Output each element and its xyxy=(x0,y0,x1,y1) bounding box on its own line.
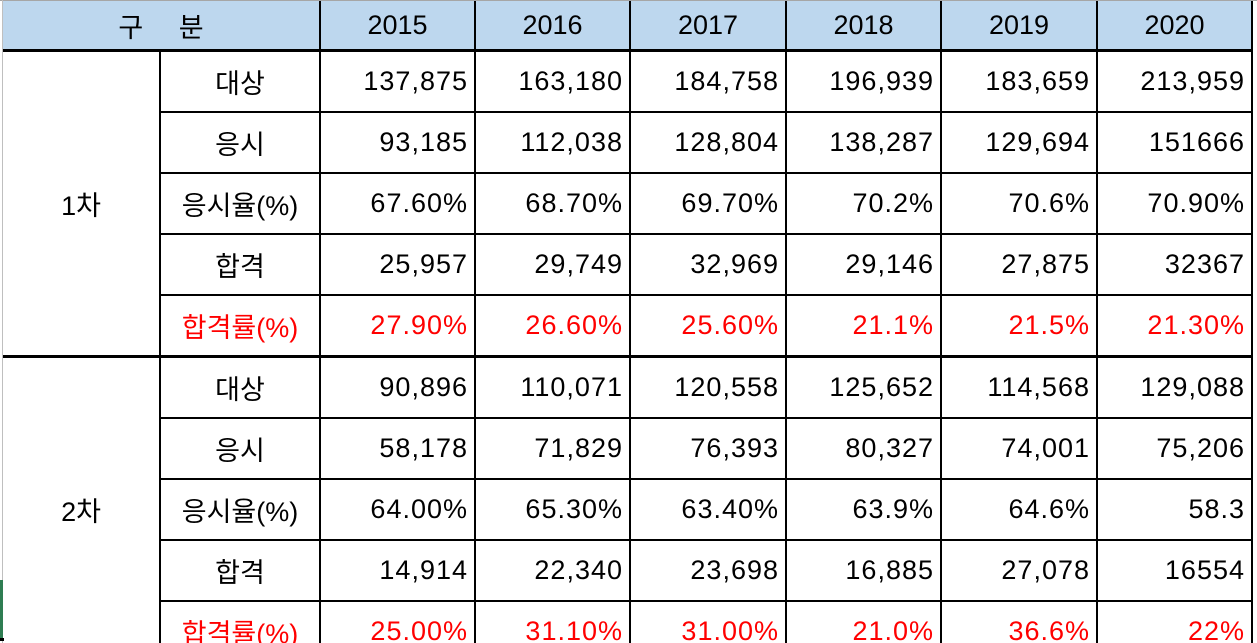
row-label[interactable]: 응시율(%) xyxy=(159,478,321,541)
table-row-pass-rate: 합격률(%) 27.90% 26.60% 25.60% 21.1% 21.5% … xyxy=(3,294,1253,358)
cell-value[interactable]: 183,659 xyxy=(940,49,1098,113)
cell-value[interactable]: 21.0% xyxy=(785,600,942,643)
cell-value[interactable]: 32367 xyxy=(1096,233,1253,296)
table-row: 1차 대상 137,875 163,180 184,758 196,939 18… xyxy=(3,49,1253,358)
cell-value[interactable]: 68.70% xyxy=(474,172,631,235)
row-label[interactable]: 응시 xyxy=(159,417,321,480)
header-year-2016[interactable]: 2016 xyxy=(474,1,631,52)
row-label[interactable]: 응시율(%) xyxy=(159,172,321,235)
cell-value[interactable]: 80,327 xyxy=(785,417,942,480)
cell-value[interactable]: 128,804 xyxy=(629,111,787,174)
cell-value[interactable]: 64.00% xyxy=(319,478,476,541)
cell-value[interactable]: 31.10% xyxy=(474,600,631,643)
cell-value[interactable]: 74,001 xyxy=(940,417,1098,480)
cell-value[interactable]: 213,959 xyxy=(1096,49,1253,113)
cell-value[interactable]: 27.90% xyxy=(319,294,476,358)
row-label[interactable]: 합격률(%) xyxy=(159,294,321,358)
stage-2-cell[interactable]: 2차 xyxy=(3,355,161,643)
table-row: 응시율(%) 67.60% 68.70% 69.70% 70.2% 70.6% … xyxy=(3,172,1253,235)
table-header-row: 구 분 2015 2016 2017 2018 2019 2020 xyxy=(3,1,1253,52)
worksheet-gridline-top xyxy=(0,0,1257,1)
cell-value[interactable]: 125,652 xyxy=(785,355,942,419)
cell-value[interactable]: 32,969 xyxy=(629,233,787,296)
row-label[interactable]: 대상 xyxy=(159,49,321,113)
cell-value[interactable]: 70.6% xyxy=(940,172,1098,235)
cell-value[interactable]: 114,568 xyxy=(940,355,1098,419)
exam-statistics-table: 구 분 2015 2016 2017 2018 2019 2020 1차 대상 … xyxy=(3,1,1253,643)
cell-value[interactable]: 16554 xyxy=(1096,539,1253,602)
row-label[interactable]: 합격 xyxy=(159,233,321,296)
table-row: 응시 93,185 112,038 128,804 138,287 129,69… xyxy=(3,111,1253,174)
row-label[interactable]: 합격 xyxy=(159,539,321,602)
cell-value[interactable]: 27,078 xyxy=(940,539,1098,602)
cell-value[interactable]: 29,146 xyxy=(785,233,942,296)
header-category-cell[interactable]: 구 분 xyxy=(3,1,321,52)
table-row: 응시 58,178 71,829 76,393 80,327 74,001 75… xyxy=(3,417,1253,480)
cell-value[interactable]: 22,340 xyxy=(474,539,631,602)
cell-value[interactable]: 14,914 xyxy=(319,539,476,602)
cell-value[interactable]: 21.5% xyxy=(940,294,1098,358)
stage-1-cell[interactable]: 1차 xyxy=(3,49,161,358)
cell-value[interactable]: 31.00% xyxy=(629,600,787,643)
cell-value[interactable]: 163,180 xyxy=(474,49,631,113)
cell-value[interactable]: 23,698 xyxy=(629,539,787,602)
cell-value[interactable]: 16,885 xyxy=(785,539,942,602)
cell-value[interactable]: 63.40% xyxy=(629,478,787,541)
row-label[interactable]: 응시 xyxy=(159,111,321,174)
cell-value[interactable]: 70.90% xyxy=(1096,172,1253,235)
cell-value[interactable]: 58.3 xyxy=(1096,478,1253,541)
cell-value[interactable]: 64.6% xyxy=(940,478,1098,541)
cell-value[interactable]: 129,088 xyxy=(1096,355,1253,419)
row-label[interactable]: 대상 xyxy=(159,355,321,419)
cell-value[interactable]: 196,939 xyxy=(785,49,942,113)
table-row: 합격 25,957 29,749 32,969 29,146 27,875 32… xyxy=(3,233,1253,296)
table-bottom-border-stub xyxy=(0,638,4,641)
cell-value[interactable]: 26.60% xyxy=(474,294,631,358)
worksheet-gridline-left xyxy=(2,0,3,643)
table-row-pass-rate: 합격률(%) 25.00% 31.10% 31.00% 21.0% 36.6% … xyxy=(3,600,1253,643)
cell-value[interactable]: 137,875 xyxy=(319,49,476,113)
cell-value[interactable]: 151666 xyxy=(1096,111,1253,174)
cell-value[interactable]: 58,178 xyxy=(319,417,476,480)
cell-value[interactable]: 71,829 xyxy=(474,417,631,480)
cell-value[interactable]: 120,558 xyxy=(629,355,787,419)
cell-value[interactable]: 184,758 xyxy=(629,49,787,113)
header-year-2018[interactable]: 2018 xyxy=(785,1,942,52)
cell-value[interactable]: 65.30% xyxy=(474,478,631,541)
header-year-2019[interactable]: 2019 xyxy=(940,1,1098,52)
cell-value[interactable]: 36.6% xyxy=(940,600,1098,643)
cell-value[interactable]: 76,393 xyxy=(629,417,787,480)
header-year-2017[interactable]: 2017 xyxy=(629,1,787,52)
cell-value[interactable]: 110,071 xyxy=(474,355,631,419)
selection-edge xyxy=(0,580,3,638)
table-row: 2차 대상 90,896 110,071 120,558 125,652 114… xyxy=(3,355,1253,643)
cell-value[interactable]: 25,957 xyxy=(319,233,476,296)
header-category-label: 구 분 xyxy=(118,12,204,43)
header-year-2015[interactable]: 2015 xyxy=(319,1,476,52)
row-label[interactable]: 합격률(%) xyxy=(159,600,321,643)
cell-value[interactable]: 29,749 xyxy=(474,233,631,296)
cell-value[interactable]: 63.9% xyxy=(785,478,942,541)
cell-value[interactable]: 22% xyxy=(1096,600,1253,643)
table-row: 합격 14,914 22,340 23,698 16,885 27,078 16… xyxy=(3,539,1253,602)
cell-value[interactable]: 75,206 xyxy=(1096,417,1253,480)
cell-value[interactable]: 69.70% xyxy=(629,172,787,235)
cell-value[interactable]: 25.00% xyxy=(319,600,476,643)
cell-value[interactable]: 21.1% xyxy=(785,294,942,358)
header-year-2020[interactable]: 2020 xyxy=(1096,1,1253,52)
cell-value[interactable]: 27,875 xyxy=(940,233,1098,296)
cell-value[interactable]: 90,896 xyxy=(319,355,476,419)
cell-value[interactable]: 70.2% xyxy=(785,172,942,235)
cell-value[interactable]: 138,287 xyxy=(785,111,942,174)
cell-value[interactable]: 93,185 xyxy=(319,111,476,174)
cell-value[interactable]: 21.30% xyxy=(1096,294,1253,358)
table-row: 응시율(%) 64.00% 65.30% 63.40% 63.9% 64.6% … xyxy=(3,478,1253,541)
cell-value[interactable]: 25.60% xyxy=(629,294,787,358)
cell-value[interactable]: 67.60% xyxy=(319,172,476,235)
cell-value[interactable]: 129,694 xyxy=(940,111,1098,174)
cell-value[interactable]: 112,038 xyxy=(474,111,631,174)
